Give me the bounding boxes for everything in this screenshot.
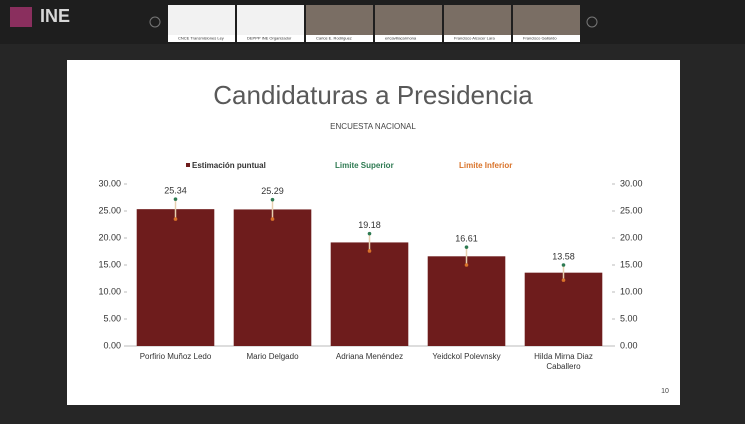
prev-button[interactable] (149, 16, 161, 28)
y2-tick-label: 0.00 (620, 340, 638, 350)
slide-number: 10 (661, 388, 669, 395)
data-label: 25.29 (261, 186, 284, 196)
participant-name: Francisco Alcocer Lara (454, 36, 495, 41)
legend-label: Estimación puntual (192, 161, 266, 170)
chart-subtitle: ENCUESTA NACIONAL (330, 122, 416, 131)
lower-limit (367, 249, 372, 253)
upper-limit (367, 231, 372, 236)
y-tick-label: 30.00 (98, 178, 121, 188)
data-label: 16.61 (455, 234, 478, 244)
x-tick-label: Porfirio Muñoz Ledo (140, 352, 212, 361)
bar (136, 209, 215, 346)
data-label: 25.34 (164, 185, 187, 195)
participant-name: DEPPP INE Organizador (247, 36, 292, 41)
logo-icon (10, 7, 32, 27)
chart-title: Candidaturas a Presidencia (213, 80, 533, 110)
y2-tick-label: 10.00 (620, 286, 643, 296)
x-tick-label: Adriana Menéndez (336, 352, 403, 361)
legend-label: Limite Inferior (459, 161, 512, 170)
y2-tick-label: 20.00 (620, 232, 643, 242)
upper-limit (173, 197, 178, 201)
y-tick-label: 20.00 (98, 232, 121, 242)
participant-caption-bg (513, 35, 580, 42)
lower-limit (270, 217, 275, 221)
participant-name: ericavillacarmona (385, 36, 417, 41)
chart: 0.00 5.00 10.00 15.00 20.00 25.00 30.00 0.00 5.0… (98, 161, 642, 371)
upper-limit (270, 197, 275, 202)
bar (427, 256, 506, 346)
data-label: 13.58 (552, 251, 575, 261)
bar (233, 209, 312, 346)
participant-caption-bg (306, 35, 373, 42)
y-tick-label: 15.00 (98, 259, 121, 269)
next-button[interactable] (586, 16, 598, 28)
participant-name: Carlos E. Rodriguez (316, 36, 352, 41)
y-tick-label: 5.00 (103, 313, 121, 323)
logo: INE (40, 6, 70, 26)
legend-label: Limite Superior (335, 161, 394, 170)
x-tick-label: Hilda Mirna Diaz Caballero (534, 352, 593, 371)
participant-caption-bg (375, 35, 442, 42)
y-tick-label: 25.00 (98, 205, 121, 215)
lower-limit (464, 263, 469, 267)
participant-caption-bg (168, 35, 235, 42)
participant-name: CNCE Transmisiones Ley (178, 36, 224, 41)
y2-tick-label: 30.00 (620, 178, 643, 188)
y2-tick-label: 5.00 (620, 313, 638, 323)
data-label: 19.18 (358, 220, 381, 230)
lower-limit (173, 217, 178, 221)
x-tick-label: Yeidckol Polevnsky (432, 352, 500, 361)
legend-swatch (186, 163, 190, 167)
lower-limit (561, 278, 566, 282)
y-tick-label: 10.00 (98, 286, 121, 296)
participants: CNCE Transmisiones Ley DEPPP INE Organiza… (168, 5, 580, 42)
x-tick-label: Mario Delgado (246, 352, 299, 361)
bar (524, 272, 603, 346)
y-tick-label: 0.00 (103, 340, 121, 350)
upper-limit (561, 263, 566, 267)
participant-name: Francisco Gallardo (523, 36, 557, 41)
participant-caption-bg (444, 35, 511, 42)
y2-tick-label: 15.00 (620, 259, 643, 269)
participant-caption-bg (237, 35, 304, 42)
upper-limit (464, 245, 469, 249)
bar (330, 242, 409, 346)
y2-tick-label: 25.00 (620, 205, 643, 215)
